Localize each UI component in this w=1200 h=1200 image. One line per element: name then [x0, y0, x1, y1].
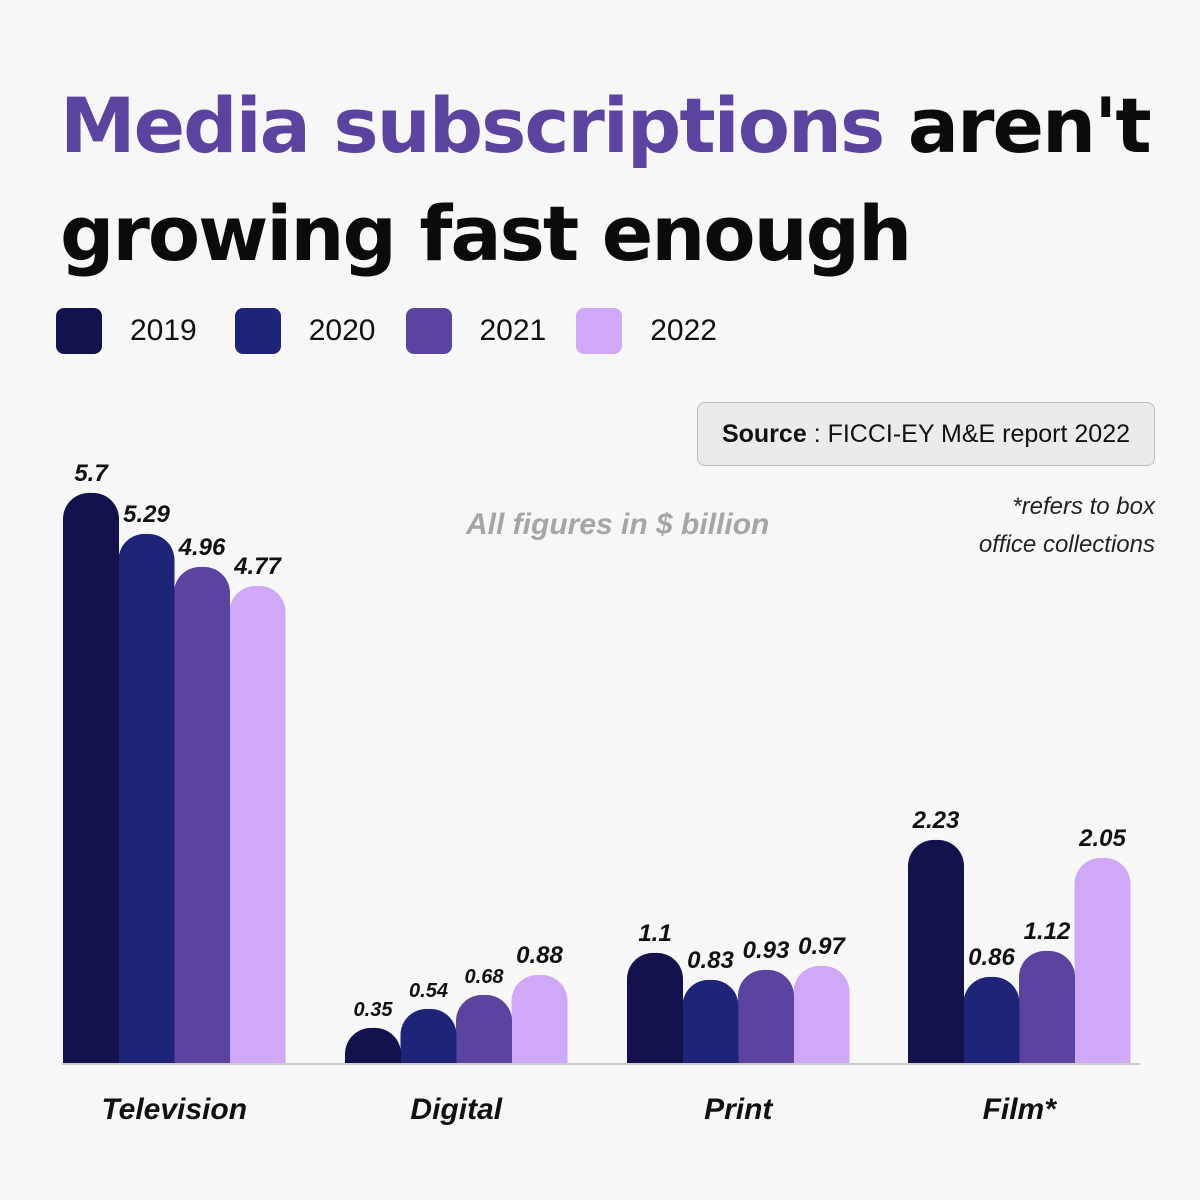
value-label: 5.7: [74, 460, 109, 487]
bar-film-2021: [1018, 950, 1076, 1063]
legend-swatch-2022: [576, 308, 623, 354]
value-label: 0.35: [354, 999, 394, 1021]
category-label: Film*: [983, 1093, 1058, 1126]
value-label: 0.97: [798, 933, 846, 960]
legend-item-2021: 2021: [405, 308, 547, 354]
legend-item-2022: 2022: [576, 308, 717, 354]
footnote-line1: *refers to box: [1012, 493, 1155, 520]
legend-swatch-2020: [234, 308, 281, 354]
legend-label-2020: 2020: [308, 314, 376, 347]
value-label: 1.12: [1024, 918, 1071, 945]
bar-film-2019: [907, 839, 965, 1063]
value-label: 0.83: [687, 947, 734, 974]
legend-swatch-2019: [56, 308, 102, 354]
bar-digital-2020: [400, 1008, 457, 1063]
category-label: Print: [704, 1093, 774, 1126]
source-text: : FICCI-EY M&E report 2022: [813, 419, 1131, 448]
value-label: 4.77: [233, 553, 282, 580]
bar-television-2022: [229, 585, 286, 1063]
value-label: 0.88: [516, 942, 563, 969]
value-label: 0.86: [968, 944, 1015, 971]
value-label: 2.05: [1078, 825, 1126, 852]
bar-film-2020: [963, 976, 1020, 1063]
value-label: 0.93: [743, 937, 790, 964]
category-label: Digital: [410, 1093, 502, 1126]
title-line2: growing fast enough: [60, 189, 912, 278]
value-label: 1.1: [638, 920, 671, 947]
value-label: 0.68: [465, 966, 505, 988]
bar-print-2019: [626, 952, 684, 1063]
value-label: 2.23: [912, 807, 960, 834]
bar-digital-2019: [344, 1027, 402, 1063]
footnote-line2: office collections: [978, 531, 1155, 558]
units-note: All figures in $ billion: [466, 508, 770, 541]
bar-digital-2022: [511, 974, 568, 1063]
legend-item-2019: 2019: [56, 308, 197, 354]
title-rest: aren't: [883, 81, 1152, 170]
bar-television-2019: [62, 492, 120, 1063]
legend-label-2019: 2019: [130, 314, 197, 347]
bar-television-2020: [118, 533, 175, 1063]
bar-digital-2021: [455, 994, 513, 1063]
bar-print-2021: [737, 969, 795, 1063]
value-label: 0.54: [409, 980, 448, 1002]
bar-film-2022: [1074, 857, 1131, 1063]
title-accent: Media subscriptions: [60, 81, 885, 170]
source-label: Source: [721, 419, 807, 448]
value-label: 4.96: [178, 534, 226, 561]
bar-print-2022: [793, 965, 850, 1063]
bar-television-2021: [173, 566, 231, 1063]
legend-label-2021: 2021: [479, 314, 547, 347]
bar-print-2020: [682, 979, 739, 1063]
legend: 2019 2020 2021 2022: [56, 308, 747, 354]
source-box: Source : FICCI-EY M&E report 2022: [697, 402, 1155, 466]
legend-label-2022: 2022: [650, 314, 717, 347]
chart-title: Media subscriptions aren't growing fast …: [60, 72, 1160, 288]
value-label: 5.29: [123, 501, 170, 528]
category-label: Television: [101, 1093, 247, 1126]
legend-item-2020: 2020: [234, 308, 376, 354]
footnote: *refers to box office collections: [855, 488, 1155, 564]
legend-swatch-2021: [405, 308, 452, 354]
